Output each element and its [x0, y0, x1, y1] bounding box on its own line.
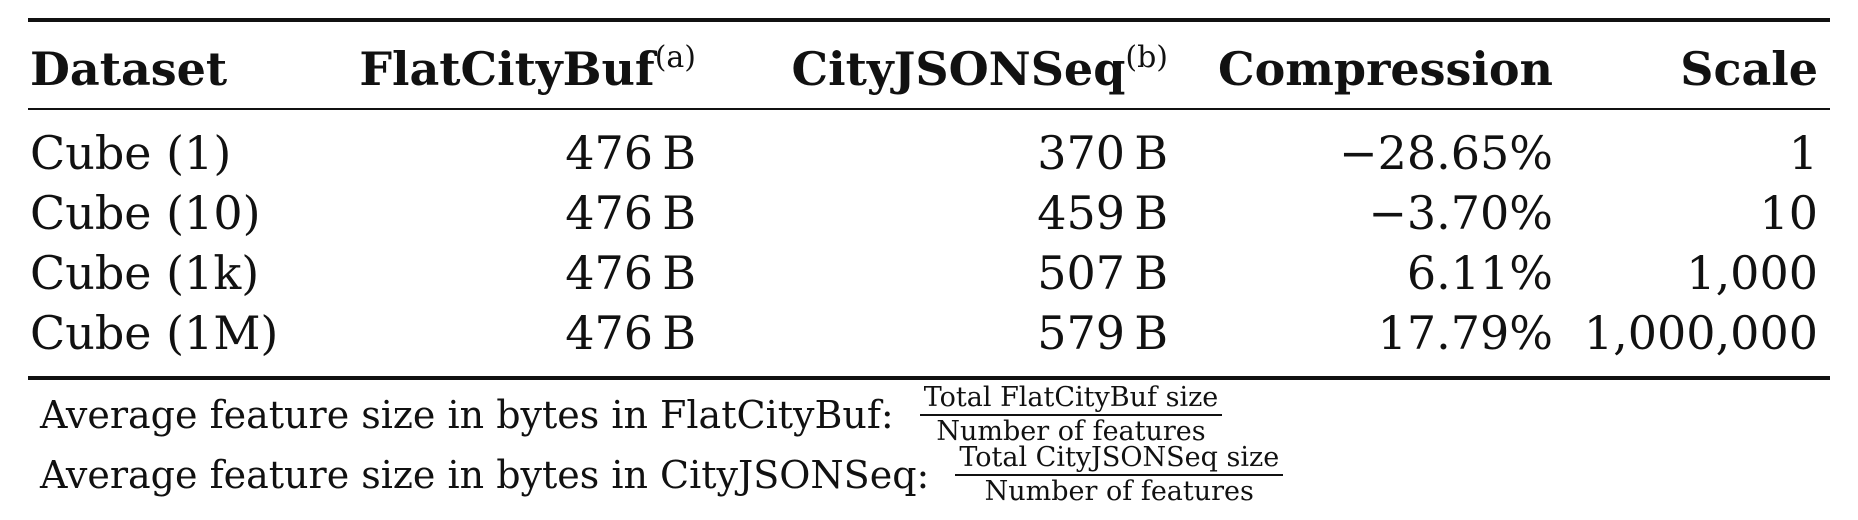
table-cell-flatcitybuf: 476 B — [565, 126, 696, 180]
table-cell-dataset: Cube (1M) — [30, 306, 279, 360]
table-cell-compression: 17.79% — [1377, 306, 1553, 360]
header-flatcitybuf: FlatCityBuf(a) — [359, 40, 696, 96]
fraction: Total FlatCityBuf size Number of feature… — [919, 383, 1223, 448]
table-cell-cityjsonseq: 507 B — [1037, 246, 1168, 300]
table-cell-flatcitybuf: 476 B — [565, 246, 696, 300]
table-top-rule — [28, 18, 1830, 22]
table-cell-scale: 1 — [1788, 126, 1818, 180]
table-cell-scale: 10 — [1759, 186, 1818, 240]
fraction: Total CityJSONSeq size Number of feature… — [955, 443, 1284, 508]
table-cell-cityjsonseq: 459 B — [1037, 186, 1168, 240]
table-footnote-flatcitybuf: Average feature size in bytes in FlatCit… — [40, 383, 1223, 448]
table-header-rule — [28, 108, 1830, 110]
table-cell-scale: 1,000,000 — [1583, 306, 1818, 360]
table-footnote-cityjsonseq: Average feature size in bytes in CityJSO… — [40, 443, 1284, 508]
header-scale: Scale — [1680, 42, 1818, 96]
fraction-numerator: Total FlatCityBuf size — [919, 383, 1223, 417]
table-cell-cityjsonseq: 579 B — [1037, 306, 1168, 360]
footnote-marker-b: (b) — [1125, 40, 1168, 75]
footnote-label: Average feature size in bytes in CityJSO… — [40, 453, 930, 498]
table-cell-dataset: Cube (1) — [30, 126, 232, 180]
table-bottom-rule — [28, 376, 1830, 380]
header-cityjsonseq: CityJSONSeq(b) — [791, 40, 1168, 96]
footnote-label: Average feature size in bytes in FlatCit… — [40, 393, 894, 438]
table-cell-scale: 1,000 — [1686, 246, 1818, 300]
table-cell-compression: −3.70% — [1368, 186, 1553, 240]
footnote-marker-a: (a) — [654, 40, 696, 75]
header-compression: Compression — [1217, 42, 1553, 96]
table-cell-cityjsonseq: 370 B — [1037, 126, 1168, 180]
table-cell-flatcitybuf: 476 B — [565, 186, 696, 240]
table-cell-flatcitybuf: 476 B — [565, 306, 696, 360]
table-cell-compression: 6.11% — [1406, 246, 1553, 300]
fraction-denominator: Number of features — [936, 416, 1206, 448]
fraction-numerator: Total CityJSONSeq size — [955, 443, 1284, 477]
table-cell-compression: −28.65% — [1339, 126, 1553, 180]
fraction-denominator: Number of features — [984, 476, 1254, 508]
table-cell-dataset: Cube (10) — [30, 186, 261, 240]
header-dataset: Dataset — [30, 42, 228, 96]
table-cell-dataset: Cube (1k) — [30, 246, 260, 300]
